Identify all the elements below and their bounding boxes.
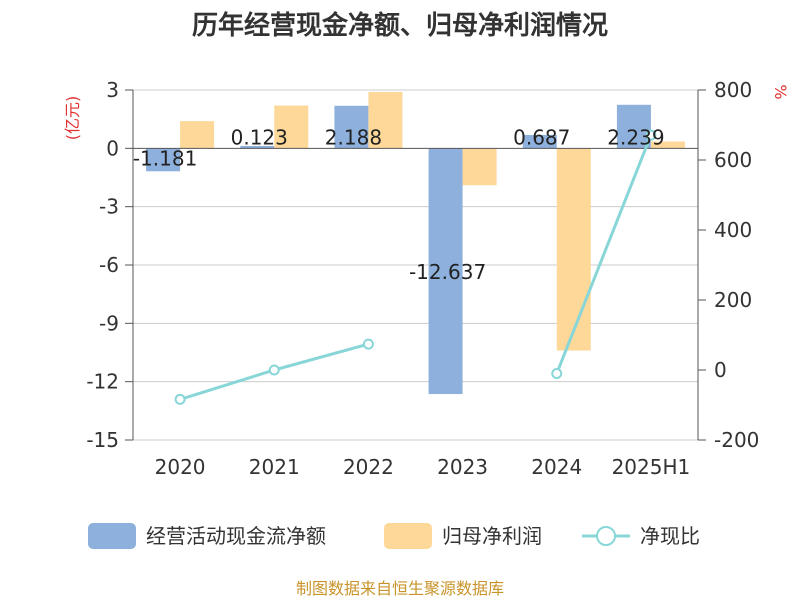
left-tick-label: -3 bbox=[99, 195, 119, 219]
cashflow-bar bbox=[334, 105, 369, 149]
right-tick-label: 200 bbox=[714, 288, 752, 312]
right-tick-label: -200 bbox=[714, 428, 759, 452]
category-label: 2022 bbox=[343, 455, 394, 479]
legend: 经营活动现金流净额 归母净利润 净现比 bbox=[88, 523, 700, 549]
legend-label: 归母净利润 bbox=[442, 524, 542, 548]
legend-swatch bbox=[88, 523, 136, 549]
right-axis-unit: % bbox=[771, 84, 790, 99]
cashflow-bar bbox=[428, 148, 463, 395]
category-label: 2023 bbox=[437, 455, 488, 479]
ratio-point bbox=[645, 129, 657, 141]
left-tick-label: 0 bbox=[106, 136, 119, 160]
cashflow-data-label: 0.123 bbox=[231, 125, 288, 149]
net-profit-bar bbox=[368, 91, 403, 149]
right-tick-label: 600 bbox=[714, 148, 752, 172]
category-label: 2024 bbox=[531, 455, 582, 479]
legend-swatch bbox=[384, 523, 432, 549]
cashflow-data-label: 0.687 bbox=[513, 125, 570, 149]
net-profit-bar bbox=[274, 105, 309, 149]
legend-label: 经营活动现金流净额 bbox=[146, 524, 326, 548]
cashflow-bar bbox=[522, 134, 557, 149]
axes: 3 0 -3 -6 -9 -12 -15 800 600 400 200 0 -200 2020 2021 2… bbox=[86, 78, 759, 479]
ratio-point bbox=[268, 364, 280, 376]
net-profit-bar bbox=[462, 148, 497, 186]
cashflow-bar bbox=[240, 145, 275, 149]
left-tick-label: -6 bbox=[99, 253, 119, 277]
left-tick-label: -9 bbox=[99, 311, 119, 335]
left-tick-label: -12 bbox=[86, 370, 119, 394]
ratio-point bbox=[362, 338, 374, 350]
legend-swatch-marker bbox=[596, 526, 616, 546]
left-axis-unit: (亿元) bbox=[63, 96, 82, 141]
net-profit-bar bbox=[650, 141, 685, 149]
grid-lines bbox=[133, 89, 698, 441]
legend-label: 净现比 bbox=[640, 524, 700, 548]
right-tick-label: 0 bbox=[714, 358, 727, 382]
net-profit-bar bbox=[556, 148, 591, 351]
chart-title: 历年经营现金净额、归母净利润情况 bbox=[192, 10, 608, 41]
data-labels: -1.181 0.123 2.188 -12.637 0.687 2.239 bbox=[133, 125, 665, 284]
net-profit-bar bbox=[180, 121, 215, 149]
category-label: 2025H1 bbox=[612, 455, 691, 479]
left-tick-label: -15 bbox=[86, 428, 119, 452]
cashflow-bar bbox=[616, 104, 651, 149]
ratio-line-segment bbox=[555, 134, 653, 375]
left-tick-label: 3 bbox=[106, 78, 119, 102]
category-label: 2020 bbox=[155, 455, 206, 479]
category-label: 2021 bbox=[249, 455, 300, 479]
source-note: 制图数据来自恒生聚源数据库 bbox=[296, 579, 504, 598]
ratio-line-series bbox=[174, 129, 657, 405]
right-tick-label: 800 bbox=[714, 78, 752, 102]
cashflow-data-label: -1.181 bbox=[133, 146, 197, 170]
cashflow-data-label: -12.637 bbox=[409, 260, 486, 284]
cashflow-data-label: 2.239 bbox=[607, 125, 664, 149]
cashflow-bar bbox=[146, 148, 181, 172]
ratio-point bbox=[551, 368, 563, 379]
right-tick-label: 400 bbox=[714, 218, 752, 242]
ratio-point bbox=[174, 393, 186, 405]
bar-series bbox=[146, 91, 685, 395]
cashflow-data-label: 2.188 bbox=[325, 125, 382, 149]
